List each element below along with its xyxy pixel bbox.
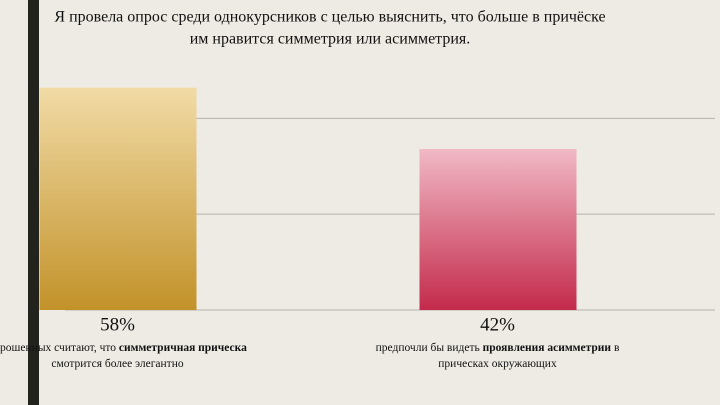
caption-run: опрошенных считают, что bbox=[0, 342, 119, 354]
caption: прическах окружающих bbox=[438, 358, 557, 370]
bar bbox=[39, 87, 197, 311]
caption-run: в bbox=[611, 342, 620, 354]
side-bar bbox=[28, 0, 39, 405]
chart-title: Я провела опрос среди однокурсников с це… bbox=[54, 9, 605, 26]
value-label: 42% bbox=[480, 314, 515, 335]
caption: смотрится более элегантно bbox=[51, 358, 183, 370]
caption-run: предпочли бы видеть bbox=[376, 342, 483, 354]
caption-run: симметричная прическа bbox=[119, 342, 247, 354]
caption-run: смотрится более элегантно bbox=[51, 358, 183, 370]
caption: опрошенных считают, что симметричная при… bbox=[0, 342, 247, 354]
caption-run: проявления асимметрии bbox=[483, 342, 612, 354]
caption-run: прическах окружающих bbox=[438, 358, 557, 370]
bar bbox=[419, 149, 577, 310]
caption: предпочли бы видеть проявления асимметри… bbox=[376, 342, 620, 354]
value-label: 58% bbox=[100, 314, 135, 335]
chart-title: им нравится симметрия или асимметрия. bbox=[190, 31, 471, 48]
